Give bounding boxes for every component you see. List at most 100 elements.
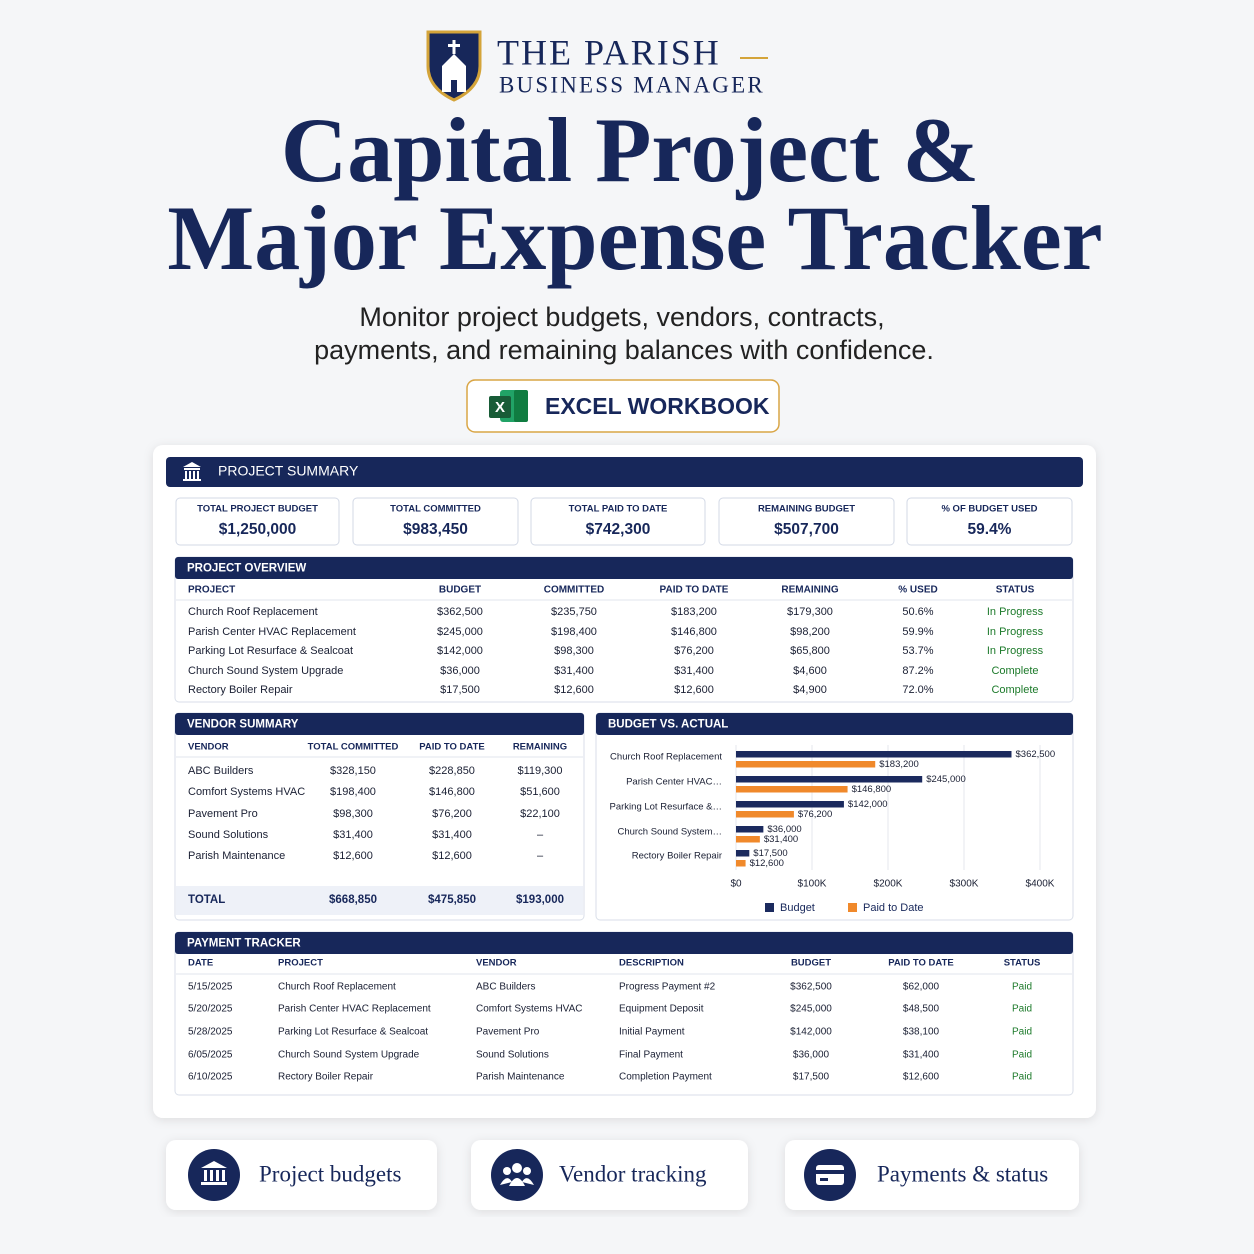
summary-title: PROJECT SUMMARY xyxy=(218,463,359,479)
cell: Completion Payment xyxy=(619,1072,712,1083)
bar-value-label: $245,000 xyxy=(926,774,966,785)
payments-header xyxy=(175,932,1073,954)
chart-panel xyxy=(595,712,1074,921)
cell: $98,200 xyxy=(790,626,830,638)
status: In Progress xyxy=(987,626,1044,638)
bar xyxy=(736,761,876,768)
column-header: BUDGET xyxy=(791,958,831,969)
bar xyxy=(736,801,844,808)
cell: Sound Solutions xyxy=(476,1050,549,1061)
x-tick-label: $200K xyxy=(874,879,903,890)
cell: Pavement Pro xyxy=(188,808,258,820)
x-tick-label: $0 xyxy=(730,879,742,890)
cell: ABC Builders xyxy=(476,982,535,993)
cell: Initial Payment xyxy=(619,1027,685,1038)
cell: $198,400 xyxy=(551,626,597,638)
cell: $198,400 xyxy=(330,786,376,798)
legend-label: Paid to Date xyxy=(863,902,924,914)
category-label: Church Sound System… xyxy=(617,827,722,838)
cell: $228,850 xyxy=(429,765,475,777)
cell: $36,000 xyxy=(440,665,480,677)
cell: Pavement Pro xyxy=(476,1027,540,1038)
cell: $328,150 xyxy=(330,765,376,777)
column-header: DATE xyxy=(188,958,213,969)
vendor-header xyxy=(175,713,584,735)
total-cell: $193,000 xyxy=(516,894,564,906)
feature-icon-bg xyxy=(188,1149,240,1201)
bar-value-label: $142,000 xyxy=(848,799,888,810)
cell: 72.0% xyxy=(902,684,933,696)
icon-part xyxy=(503,1167,511,1175)
brand-line2: BUSINESS MANAGER xyxy=(499,72,765,97)
bar xyxy=(736,811,794,818)
legend-label: Budget xyxy=(780,902,815,914)
overview-header xyxy=(175,557,1073,579)
cell: Parking Lot Resurface & Sealcoat xyxy=(188,645,353,657)
icon-part xyxy=(201,1182,227,1185)
cell: 6/10/2025 xyxy=(188,1072,233,1083)
vendor-title: VENDOR SUMMARY xyxy=(187,719,299,731)
kpi-box xyxy=(530,497,706,546)
cell: 87.2% xyxy=(902,665,933,677)
cell: Church Sound System Upgrade xyxy=(278,1050,420,1061)
status: Complete xyxy=(991,665,1038,677)
cell: $146,800 xyxy=(671,626,717,638)
bar xyxy=(736,860,746,867)
logo xyxy=(426,30,482,102)
column-header: STATUS xyxy=(996,585,1035,596)
icon-part xyxy=(216,1170,219,1181)
cell: $51,600 xyxy=(520,786,560,798)
bar-value-label: $12,600 xyxy=(750,858,784,869)
bar xyxy=(736,776,923,783)
column-header: COMMITTED xyxy=(544,585,605,596)
cell: 59.9% xyxy=(902,626,933,638)
cell: Parking Lot Resurface & Sealcoat xyxy=(278,1027,428,1038)
icon-part xyxy=(210,1170,213,1181)
kpi-value: $983,450 xyxy=(403,521,468,538)
cell: $4,600 xyxy=(793,665,827,677)
summary-header xyxy=(166,457,1083,487)
status: Paid xyxy=(1012,982,1032,993)
kpi-value: $1,250,000 xyxy=(219,521,297,538)
column-header: STATUS xyxy=(1004,958,1041,969)
cell: $245,000 xyxy=(790,1004,832,1015)
kpi-box xyxy=(718,497,895,546)
total-cell: TOTAL xyxy=(188,894,225,906)
cell: $31,400 xyxy=(903,1050,940,1061)
status: Paid xyxy=(1012,1027,1032,1038)
cell: $62,000 xyxy=(903,982,940,993)
cell: $17,500 xyxy=(793,1072,830,1083)
cell: $12,600 xyxy=(333,850,373,862)
column-header: PAID TO DATE xyxy=(419,742,484,753)
cell: $38,100 xyxy=(903,1027,940,1038)
feature-icon-bg xyxy=(491,1149,543,1201)
cell: – xyxy=(537,850,544,862)
cell: Rectory Boiler Repair xyxy=(278,1072,374,1083)
cell: $76,200 xyxy=(432,808,472,820)
status: In Progress xyxy=(987,606,1044,618)
icon-part xyxy=(816,1170,844,1174)
kpi-box xyxy=(906,497,1073,546)
bar-value-label: $36,000 xyxy=(767,824,801,835)
cell: Progress Payment #2 xyxy=(619,982,716,993)
kpi-value: $742,300 xyxy=(586,521,651,538)
excel-icon xyxy=(489,396,511,418)
column-header: PAID TO DATE xyxy=(888,958,953,969)
cell: 5/20/2025 xyxy=(188,1004,233,1015)
bar-value-label: $31,400 xyxy=(764,834,798,845)
column-header: REMAINING xyxy=(781,585,838,596)
cell: Parish Maintenance xyxy=(476,1072,565,1083)
x-tick-label: $400K xyxy=(1026,879,1055,890)
bar xyxy=(736,850,750,857)
feature-card xyxy=(471,1140,748,1210)
category-label: Church Roof Replacement xyxy=(610,752,722,763)
cell: – xyxy=(537,829,544,841)
cell: $179,300 xyxy=(787,606,833,618)
badge xyxy=(466,379,780,433)
cell: $76,200 xyxy=(674,645,714,657)
status: In Progress xyxy=(987,645,1044,657)
bar xyxy=(736,786,848,793)
category-label: Parish Center HVAC… xyxy=(626,777,722,788)
kpi-label: TOTAL COMMITTED xyxy=(390,504,481,515)
cell: $142,000 xyxy=(437,645,483,657)
